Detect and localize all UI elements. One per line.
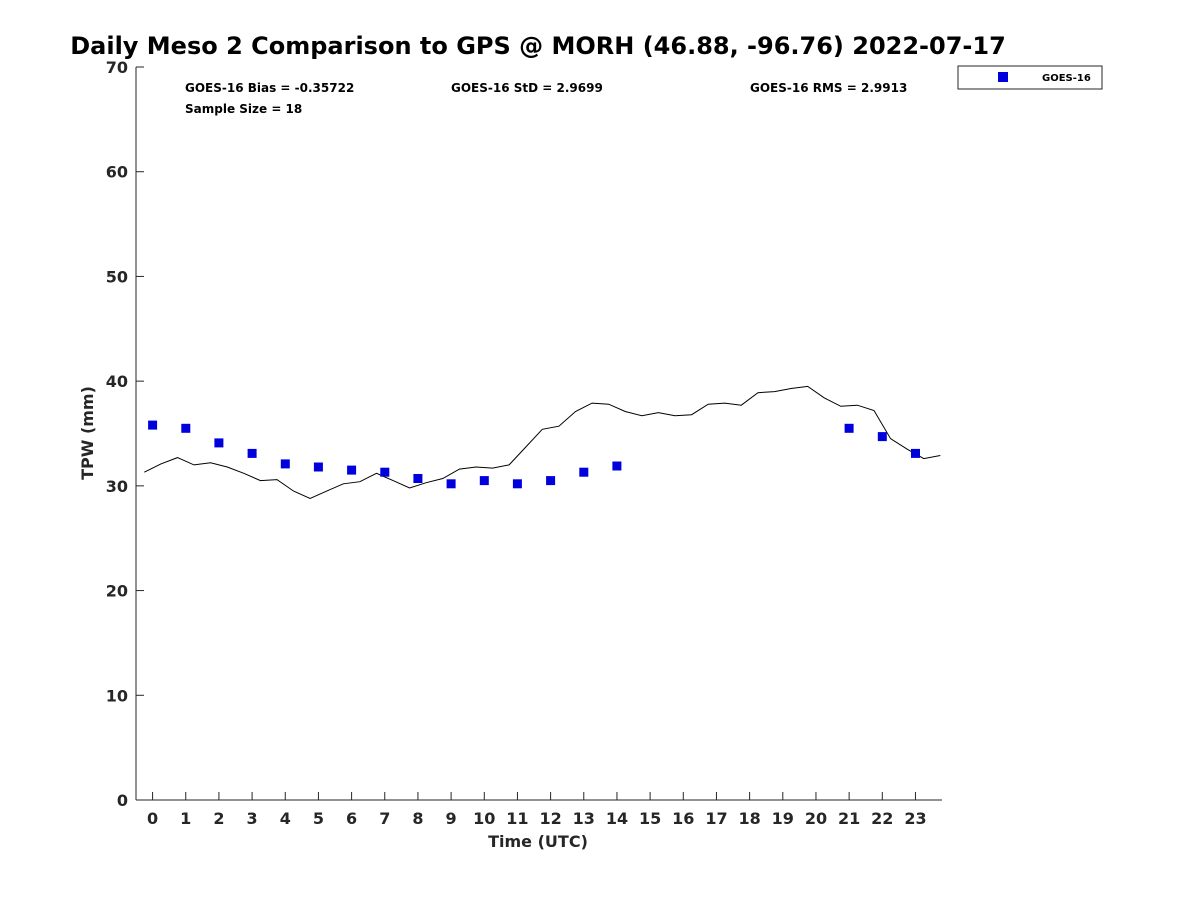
legend: GOES-16: [957, 65, 1103, 90]
x-tick-label: 15: [639, 809, 661, 828]
x-tick-label: 13: [573, 809, 595, 828]
legend-marker: [998, 72, 1008, 82]
x-tick-label: 12: [539, 809, 561, 828]
x-tick-label: 22: [871, 809, 893, 828]
data-point: [313, 462, 323, 472]
data-point: [844, 423, 854, 433]
y-tick-label: 60: [106, 163, 128, 182]
legend-label: GOES-16: [1042, 73, 1091, 84]
y-tick-label: 70: [106, 58, 128, 77]
stat-std: GOES-16 StD = 2.9699: [451, 81, 603, 95]
data-point: [380, 467, 390, 477]
data-point: [280, 459, 290, 469]
data-point: [512, 479, 522, 489]
data-point: [612, 461, 622, 471]
y-tick-label: 20: [106, 582, 128, 601]
y-tick-label: 40: [106, 372, 128, 391]
x-tick-label: 16: [672, 809, 694, 828]
x-tick-label: 17: [705, 809, 727, 828]
x-tick-label: 5: [313, 809, 324, 828]
x-tick-label: 20: [805, 809, 827, 828]
y-tick-label: 50: [106, 267, 128, 286]
data-point: [911, 448, 920, 458]
x-tick-label: 0: [147, 809, 158, 828]
x-tick-label: 14: [606, 809, 628, 828]
x-tick-label: 1: [180, 809, 191, 828]
data-point: [546, 476, 556, 486]
data-point: [214, 438, 224, 448]
x-tick-label: 23: [904, 809, 926, 828]
data-point: [446, 479, 456, 489]
series-lines: [144, 385, 941, 499]
data-point: [247, 448, 257, 458]
x-tick-label: 18: [738, 809, 760, 828]
data-point: [347, 465, 357, 475]
x-ticks: 0 1 2 3 4 5 6 7 8 9 10 11 12 13 14 15 16 17 18 19 20 21 22 23: [147, 792, 927, 828]
x-tick-label: 8: [412, 809, 423, 828]
x-tick-label: 19: [772, 809, 794, 828]
x-tick-label: 2: [213, 809, 224, 828]
x-tick-label: 6: [346, 809, 357, 828]
stat-sample-size: Sample Size = 18: [185, 102, 302, 116]
data-point: [579, 467, 589, 477]
legend-box: [957, 65, 1103, 90]
data-point: [479, 476, 489, 486]
chart-title: Daily Meso 2 Comparison to GPS @ MORH (4…: [70, 32, 1006, 60]
x-tick-label: 10: [473, 809, 495, 828]
y-tick-label: 10: [106, 686, 128, 705]
y-ticks: 0 10 20 30 40 50 60 70: [106, 58, 144, 810]
x-tick-label: 11: [506, 809, 528, 828]
x-tick-label: 9: [446, 809, 457, 828]
x-tick-label: 21: [838, 809, 860, 828]
x-axis-label: Time (UTC): [488, 832, 588, 851]
stat-rms: GOES-16 RMS = 2.9913: [750, 81, 907, 95]
x-tick-label: 3: [247, 809, 258, 828]
x-tick-label: 4: [280, 809, 291, 828]
data-point: [148, 420, 158, 430]
y-axis-label: TPW (mm): [78, 386, 97, 480]
series-line: [144, 385, 941, 499]
y-tick-label: 30: [106, 477, 128, 496]
series-points: [148, 420, 920, 489]
data-point: [413, 474, 423, 483]
y-tick-label: 0: [117, 791, 128, 810]
stat-bias: GOES-16 Bias = -0.35722: [185, 81, 354, 95]
data-point: [181, 423, 191, 433]
data-point: [877, 432, 887, 442]
x-tick-label: 7: [379, 809, 390, 828]
